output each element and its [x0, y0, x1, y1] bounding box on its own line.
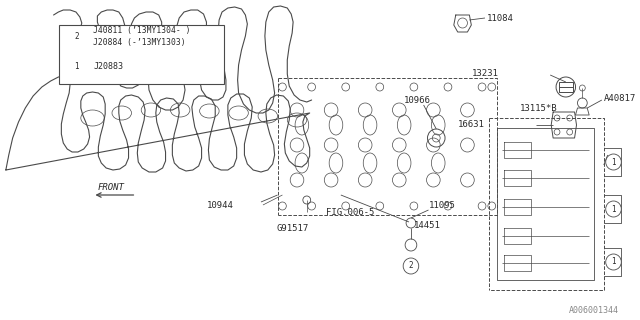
Circle shape [605, 201, 621, 217]
Text: G91517: G91517 [276, 223, 309, 233]
Bar [60, 25, 225, 84]
Text: 11084: 11084 [487, 13, 514, 22]
Text: 13115*B: 13115*B [520, 103, 557, 113]
Text: 2: 2 [74, 32, 79, 41]
Text: 1: 1 [611, 258, 616, 267]
Text: J20883: J20883 [93, 62, 123, 71]
Circle shape [69, 59, 84, 75]
Text: 13231: 13231 [472, 68, 499, 77]
Text: 1: 1 [611, 204, 616, 213]
Text: 1: 1 [611, 157, 616, 166]
Text: 11095: 11095 [429, 201, 455, 210]
Text: 10944: 10944 [207, 201, 234, 210]
Text: FRONT: FRONT [97, 182, 124, 191]
Circle shape [69, 29, 84, 45]
Text: A40817: A40817 [604, 93, 636, 102]
Text: 16631: 16631 [458, 119, 484, 129]
Text: 2: 2 [409, 261, 413, 270]
Text: J20884 (-’13MY1303): J20884 (-’13MY1303) [93, 38, 186, 47]
Circle shape [605, 254, 621, 270]
Text: J40811 (’13MY1304- ): J40811 (’13MY1304- ) [93, 26, 191, 36]
Text: 10966: 10966 [404, 95, 431, 105]
Text: A006001344: A006001344 [568, 306, 618, 315]
Text: 1: 1 [74, 62, 79, 71]
Circle shape [605, 154, 621, 170]
Text: 14451: 14451 [414, 220, 441, 229]
Circle shape [403, 258, 419, 274]
Text: FIG.006-5: FIG.006-5 [326, 207, 374, 217]
